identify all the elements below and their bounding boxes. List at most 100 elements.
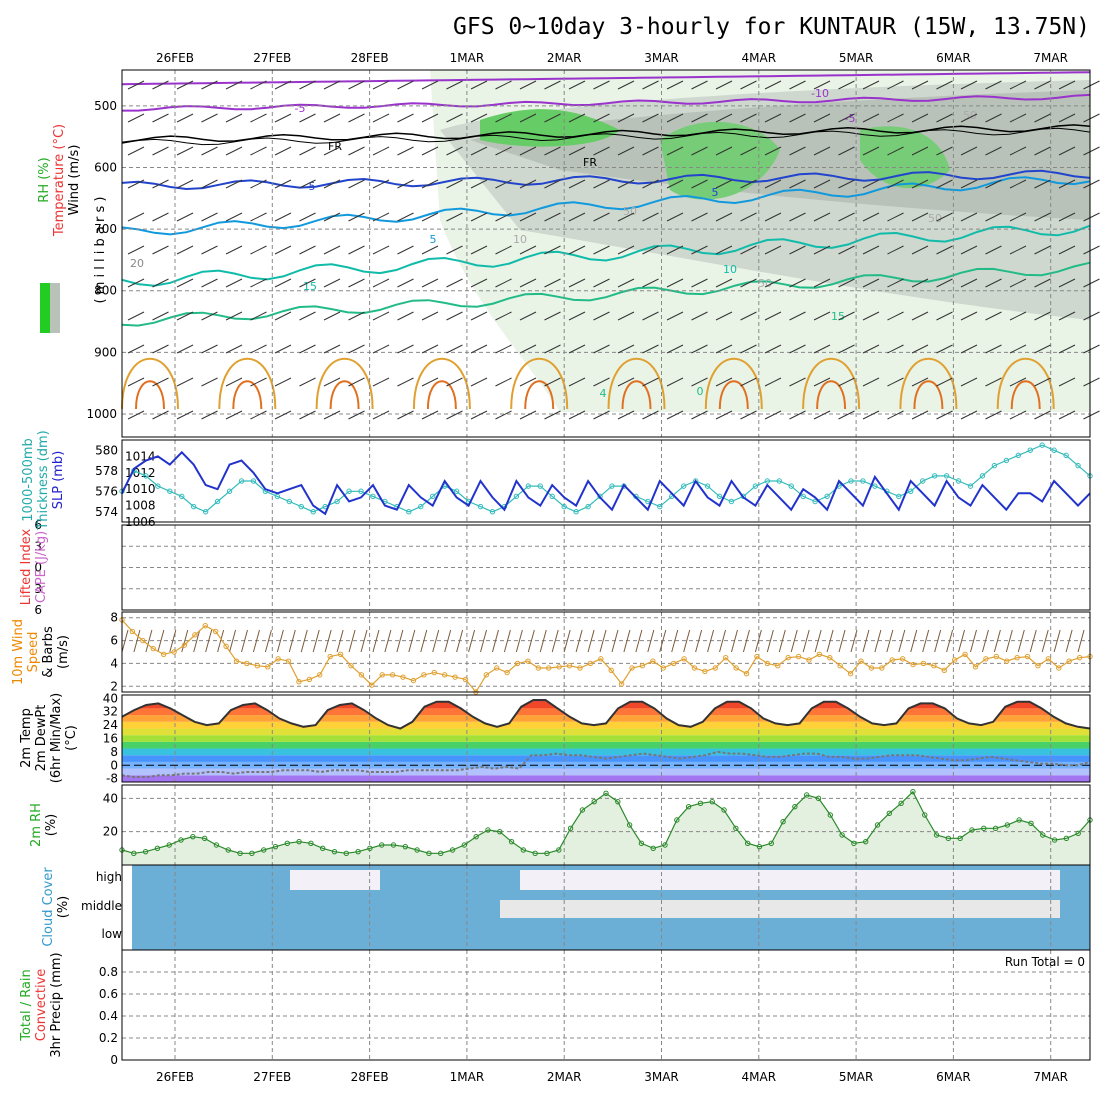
wind-speed-point [1004,658,1010,664]
wind-barb [299,377,316,387]
wind-speed-point [150,645,156,652]
date-tick-top: 7MAR [1033,51,1068,65]
wind-speed-point [660,665,666,671]
wind-barb [274,146,292,156]
wind-panel-label-text: Speed [26,632,41,673]
wind-barb [225,410,243,420]
wind-barb [470,245,488,255]
rh-point [615,798,621,805]
wind-speed-point [181,642,188,648]
wind-barb [176,311,194,321]
y-tick-label: 0 [34,561,42,575]
wind-speed-point [951,657,958,663]
wind-speed-point [1035,663,1041,669]
y-tick-label: 576 [95,484,118,498]
wind-barb [169,629,177,653]
thickness-point [310,509,316,515]
wind-barb [691,377,708,387]
wind-barb [1058,146,1076,156]
wind-barb [432,629,440,653]
wind-barb [778,629,786,653]
wind-barb [993,629,1001,653]
wind-barb [642,179,659,189]
thickness-point [561,503,567,510]
wind-barb [1083,146,1100,156]
wind-barb [691,278,708,288]
rh-point [910,788,916,795]
thickness-point [549,493,555,500]
wind-barb [886,629,894,653]
wind-barb [789,179,806,189]
wind-barb [960,80,978,90]
thickness-point [513,493,520,500]
wind-speed-point [358,672,365,678]
wind-barb [127,278,145,288]
wind-barb [659,629,667,653]
wind-barb [152,377,169,387]
wind-barb [764,245,782,255]
wind-barb [519,278,537,288]
wind-barb [642,278,659,288]
wind-barb [691,212,708,222]
wind-barb [495,377,512,387]
wind-barb [740,179,757,189]
wind-barb [568,146,586,156]
date-tick-top: 4MAR [742,51,777,65]
temp-mask [122,695,1090,729]
wind-barb [666,179,684,189]
upper-units-label-text: ( m i l l i b a r s ) [93,197,108,304]
wind-barb [225,113,243,123]
wind-barb [421,410,439,420]
thickness-point [704,483,711,489]
cloud-panel-label-text: Cloud Cover [41,867,56,947]
thickness-panel-label: 1000-500mb Thickness (dm) SLP (mb) [21,430,66,530]
wind-barb [421,245,439,255]
wind-barb [666,146,684,156]
wind-barb [250,410,267,420]
wind-barb [1083,410,1100,420]
thickness-point [334,498,340,505]
wind-barb [225,278,243,288]
wind-barb [225,146,243,156]
thickness-point [155,483,161,489]
wind-barb [225,179,243,189]
y-tick-label: 580 [95,443,118,457]
panel-frame [121,611,1091,693]
wind-barb [911,245,929,255]
rh-area [122,791,1090,865]
wind-barb [764,311,782,321]
wind-barb [274,344,292,354]
wind-barb [960,278,978,288]
wind-barb [152,146,169,156]
wind-barb [121,629,129,653]
wind-barb [936,113,953,123]
wind-barb [250,278,267,288]
rh-colorbar [50,283,60,333]
wind-barb [372,113,390,123]
wind-barb [397,278,414,288]
wind-barb [707,629,715,653]
wind-barb [936,344,953,354]
wind-barb [887,245,904,255]
wind-barb [421,113,439,123]
wind-barb [936,311,953,321]
wind-barb [299,245,316,255]
wind-barb [617,410,635,420]
precip-panel-label-text: 3hr Precip (mm) [49,952,64,1057]
wind-barb [201,113,218,123]
date-tick-top: 2MAR [547,51,582,65]
contour-label: 5 [430,233,437,246]
wind-barb [715,344,733,354]
wind-barb [217,629,225,653]
thickness-point [1075,462,1081,469]
wind-barb [348,311,365,321]
wind-barb [813,344,831,354]
wind-barb [495,212,512,222]
wind-barb [691,245,708,255]
wind-speed-point [670,660,677,667]
chart-title: GFS 0~10day 3-hourly for KUNTAUR (15W, 1… [453,14,1090,40]
wind-barb [348,212,365,222]
wind-barb [862,629,870,653]
rh-point [886,810,893,817]
temp-band [122,748,1090,756]
